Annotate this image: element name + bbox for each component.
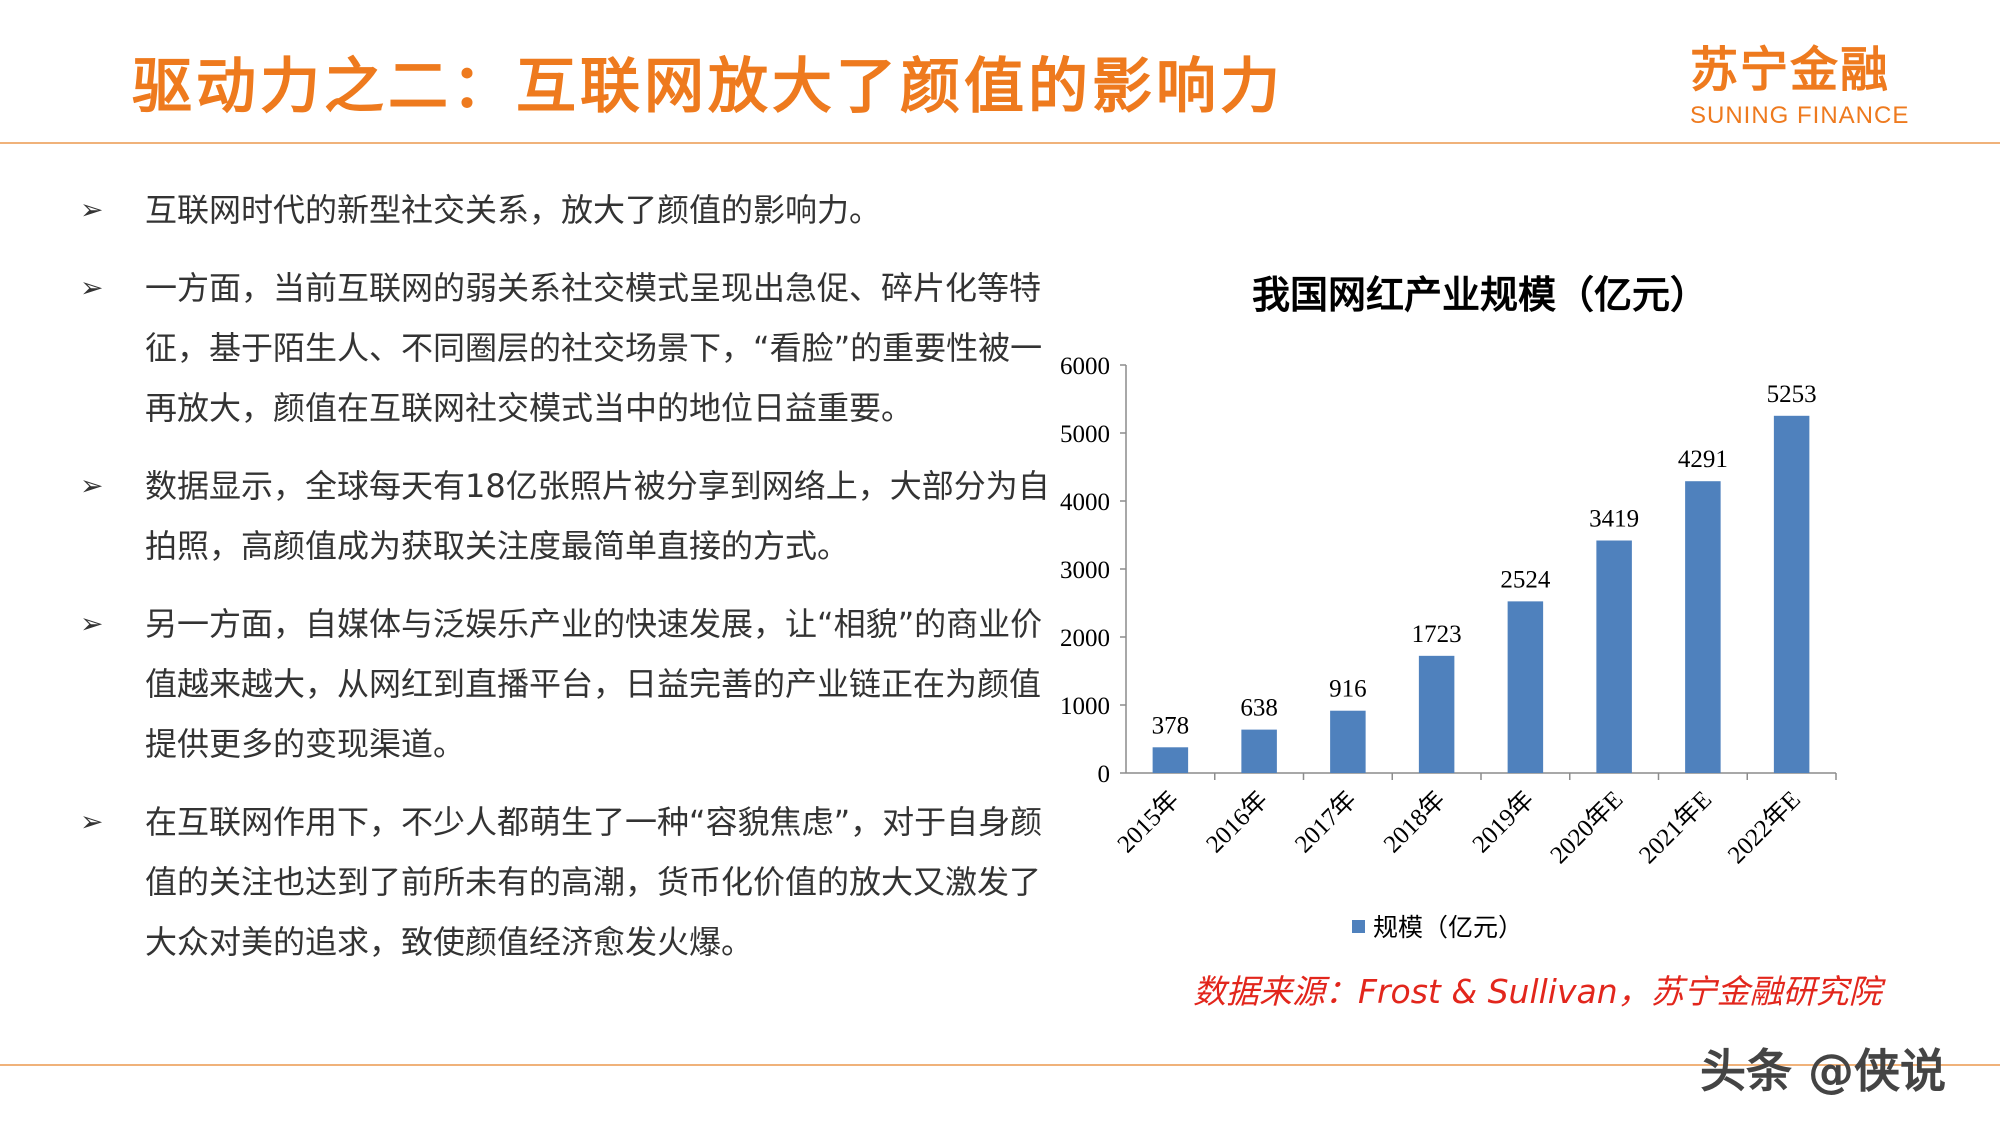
- bar: [1418, 655, 1455, 773]
- bar: [1152, 747, 1189, 773]
- logo-text-en: SUNING FINANCE: [1690, 102, 1910, 129]
- bullet-text: 一方面，当前互联网的弱关系社交模式呈现出急促、碎片化等特征，基于陌生人、不同圈层…: [145, 269, 1043, 427]
- data-label: 4291: [1678, 446, 1728, 473]
- y-tick-label: 3000: [1060, 557, 1110, 584]
- watermark: 头条 @侠说: [1700, 1044, 1947, 1098]
- bullet-text: 互联网时代的新型社交关系，放大了颜值的影响力。: [145, 191, 882, 229]
- bullet-item: ➢ 数据显示，全球每天有18亿张照片被分享到网络上，大部分为自拍照，高颜值成为获…: [80, 456, 1050, 576]
- bar: [1241, 729, 1277, 773]
- bullet-list: ➢ 互联网时代的新型社交关系，放大了颜值的影响力。 ➢ 一方面，当前互联网的弱关…: [80, 180, 1050, 990]
- chart-container: 我国网红产业规模（亿元） 0 1000 2000 3000 4000 5000 6000 378…: [1040, 260, 1920, 980]
- x-tick-label: 2016年: [1201, 785, 1274, 858]
- x-tick-label: 2021年E: [1633, 785, 1717, 869]
- y-tick-label: 4000: [1060, 489, 1110, 516]
- y-tick-label: 6000: [1060, 353, 1110, 380]
- bullet-text: 数据显示，全球每天有18亿张照片被分享到网络上，大部分为自拍照，高颜值成为获取关…: [145, 467, 1050, 565]
- arrow-bullet-icon: ➢: [80, 607, 104, 640]
- arrow-bullet-icon: ➢: [80, 469, 104, 502]
- data-label: 5253: [1767, 381, 1817, 408]
- y-tick-label: 0: [1098, 761, 1111, 788]
- data-label: 916: [1329, 676, 1367, 703]
- x-tick-label: 2017年: [1289, 785, 1362, 858]
- data-label: 2524: [1500, 566, 1551, 593]
- bar: [1330, 710, 1366, 773]
- x-tick-label: 2018年: [1378, 785, 1451, 858]
- legend-swatch: [1352, 920, 1365, 933]
- bullet-item: ➢ 另一方面，自媒体与泛娱乐产业的快速发展，让“相貌”的商业价值越来越大，从网红…: [80, 594, 1050, 774]
- x-tick-label: 2020年E: [1545, 785, 1629, 869]
- bullet-item: ➢ 互联网时代的新型社交关系，放大了颜值的影响力。: [80, 180, 1050, 240]
- header-divider: [0, 142, 2000, 144]
- bullet-text: 另一方面，自媒体与泛娱乐产业的快速发展，让“相貌”的商业价值越来越大，从网红到直…: [145, 605, 1043, 763]
- arrow-bullet-icon: ➢: [80, 271, 104, 304]
- company-logo: 苏宁金融 SUNING FINANCE: [1690, 30, 1950, 130]
- bar: [1507, 601, 1544, 773]
- footer-divider: [0, 1064, 2000, 1066]
- x-tick-label: 2019年: [1467, 785, 1540, 858]
- page-title: 驱动力之二：互联网放大了颜值的影响力: [132, 52, 1284, 122]
- data-label: 3419: [1589, 506, 1639, 533]
- bullet-text: 在互联网作用下，不少人都萌生了一种“容貌焦虑”，对于自身颜值的关注也达到了前所未…: [145, 803, 1043, 961]
- chart-title: 我国网红产业规模（亿元）: [1252, 273, 1708, 317]
- data-label: 1723: [1412, 621, 1462, 648]
- y-tick-label: 5000: [1060, 421, 1110, 448]
- x-tick-label: 2015年: [1112, 785, 1185, 858]
- arrow-bullet-icon: ➢: [80, 805, 104, 838]
- y-tick-label: 1000: [1060, 693, 1110, 720]
- bullet-item: ➢ 在互联网作用下，不少人都萌生了一种“容貌焦虑”，对于自身颜值的关注也达到了前…: [80, 792, 1050, 972]
- data-source-note: 数据来源：Frost & Sullivan，苏宁金融研究院: [1193, 972, 1882, 1011]
- y-tick-label: 2000: [1060, 625, 1110, 652]
- bar-chart: 我国网红产业规模（亿元） 0 1000 2000 3000 4000 5000 6000 378…: [1060, 273, 1837, 942]
- bullet-item: ➢ 一方面，当前互联网的弱关系社交模式呈现出急促、碎片化等特征，基于陌生人、不同…: [80, 258, 1050, 438]
- data-label: 638: [1240, 695, 1278, 722]
- bar: [1773, 415, 1810, 773]
- x-tick-label: 2022年E: [1722, 785, 1806, 869]
- legend-label: 规模（亿元）: [1373, 913, 1523, 942]
- logo-text-cn: 苏宁金融: [1690, 42, 1891, 98]
- data-label: 378: [1152, 712, 1190, 739]
- bar: [1685, 481, 1721, 773]
- bar: [1596, 540, 1632, 773]
- arrow-bullet-icon: ➢: [80, 193, 104, 226]
